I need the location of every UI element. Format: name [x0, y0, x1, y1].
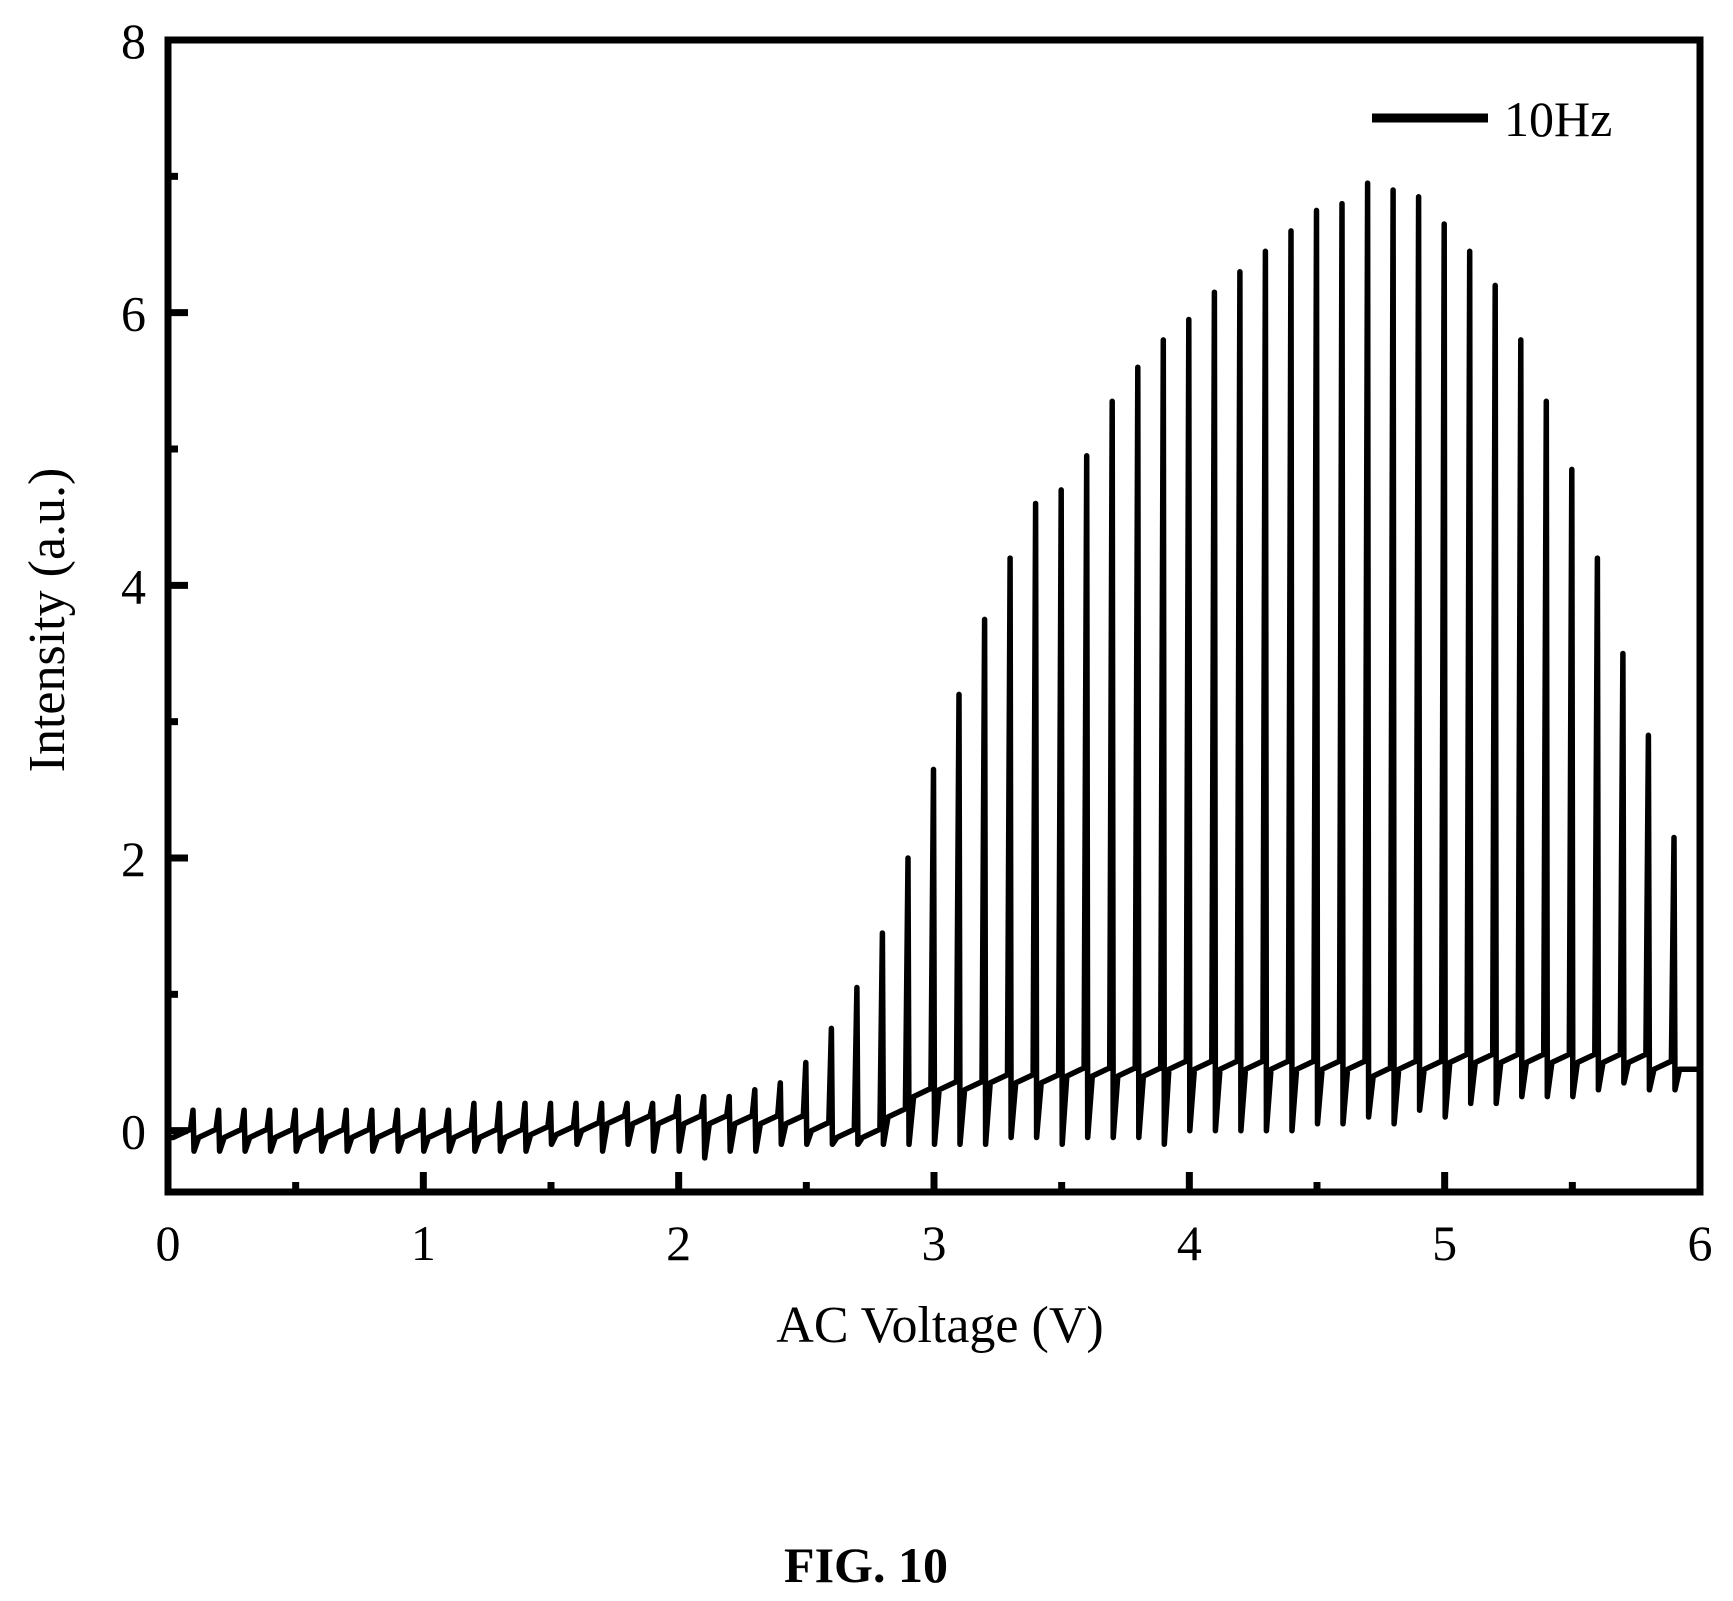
- x-tick-label: 2: [666, 1215, 691, 1271]
- figure-caption: FIG. 10: [784, 1537, 948, 1593]
- y-tick-label: 2: [121, 831, 146, 887]
- x-tick-label: 6: [1688, 1215, 1713, 1271]
- x-tick-label: 3: [922, 1215, 947, 1271]
- legend-label: 10Hz: [1504, 91, 1612, 147]
- y-tick-label: 6: [121, 286, 146, 342]
- y-tick-label: 8: [121, 13, 146, 69]
- y-axis-label: Intensity (a.u.): [19, 468, 76, 773]
- x-tick-label: 1: [411, 1215, 436, 1271]
- x-tick-label: 5: [1432, 1215, 1457, 1271]
- x-tick-label: 4: [1177, 1215, 1202, 1271]
- x-axis-label: AC Voltage (V): [776, 1297, 1103, 1354]
- series-line-10hz: [166, 180, 1701, 1161]
- y-tick-label: 4: [121, 558, 146, 614]
- x-tick-label: 0: [156, 1215, 181, 1271]
- y-tick-label: 0: [121, 1104, 146, 1160]
